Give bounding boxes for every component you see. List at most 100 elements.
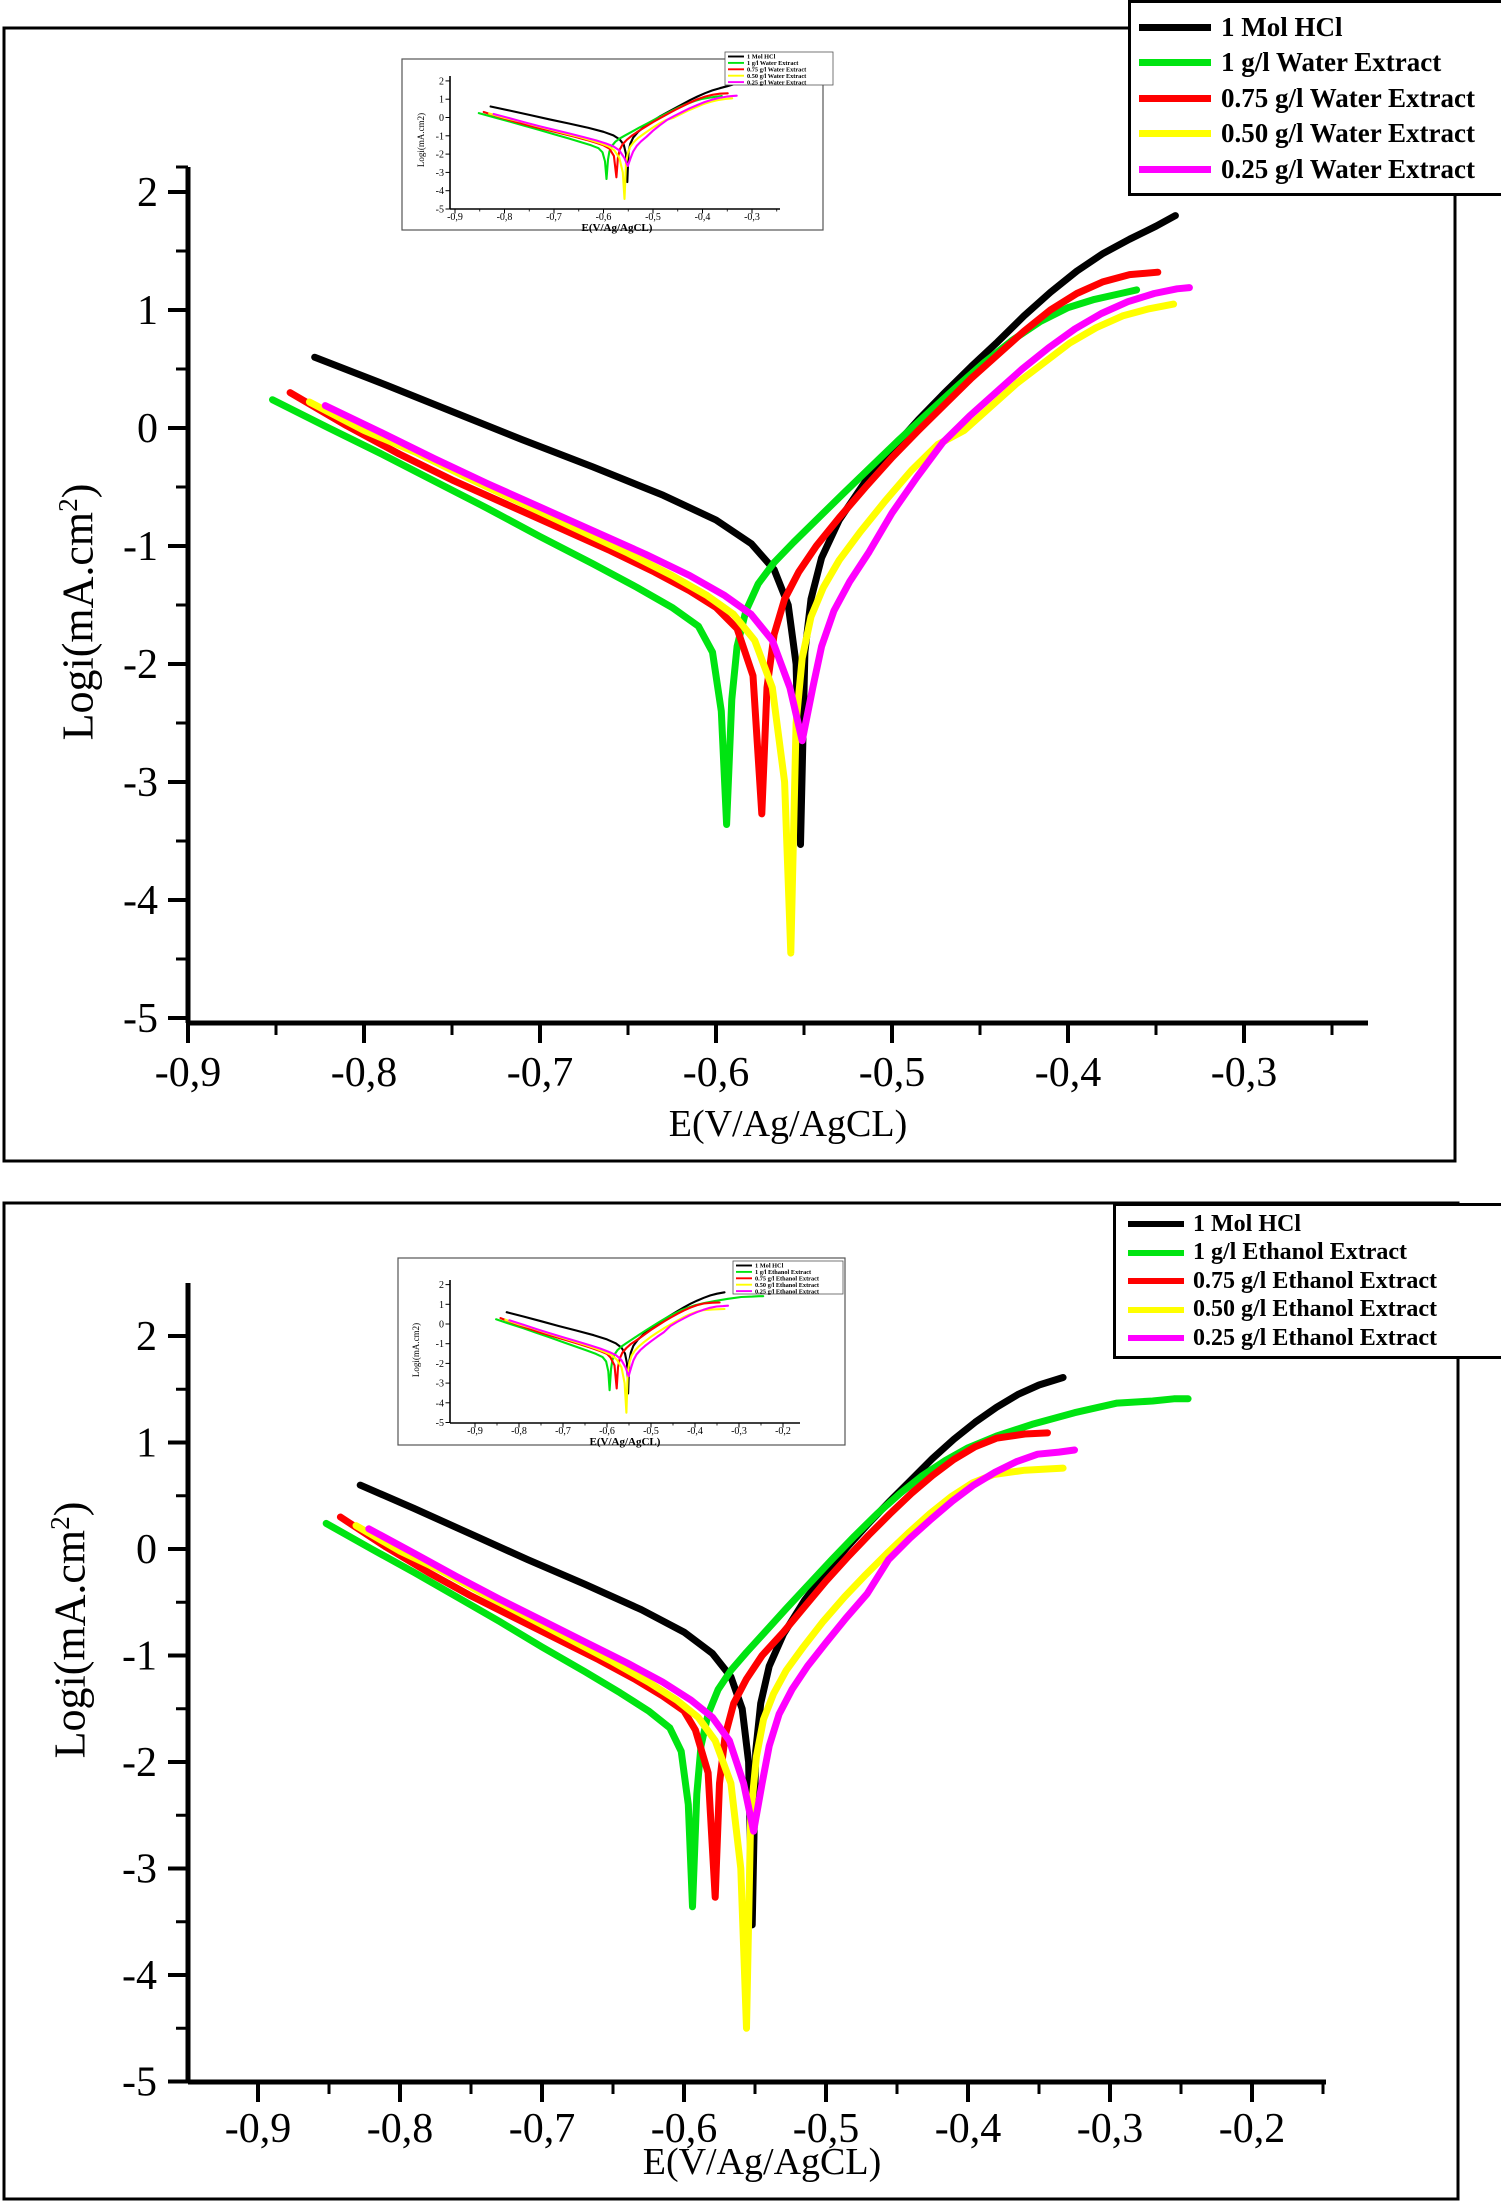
fig2-inset-x-axis-title: E(V/Ag/AgCL)	[590, 1436, 661, 1448]
fig1-inset-y-tick-label: -2	[436, 150, 444, 161]
fig2-inset-x-tick-label: -0,7	[555, 1426, 571, 1437]
fig2-inset-curve-1-mol-hcl	[505, 1291, 726, 1395]
fig1-inset-y-tick-label: -3	[436, 168, 444, 179]
fig1-inset-y-tick-label: -5	[436, 205, 444, 216]
fig1-x-tick-label: -0,5	[859, 1050, 926, 1096]
fig1-inset-x-tick-label: -0,3	[744, 212, 760, 223]
fig1-legend-swatch-075gl	[1139, 94, 1211, 102]
fig2-legend-item-1gl: 1 g/l Ethanol Extract	[1128, 1239, 1501, 1266]
fig2-legend-item-050gl: 0.50 g/l Ethanol Extract	[1128, 1296, 1501, 1323]
fig1-inset-x-tick-label: -0,5	[645, 212, 661, 223]
fig2-legend-label-050gl: 0.50 g/l Ethanol Extract	[1193, 1296, 1437, 1322]
fig2-inset-legend-label: 1 Mol HCl	[755, 1263, 784, 1270]
fig2-y-axis-title-base: Logi(mA.cm	[45, 1529, 95, 1759]
fig2-legend-swatch-1gl	[1128, 1249, 1184, 1256]
fig1-inset-legend-label: 0.25 g/l Water Extract	[747, 79, 807, 86]
fig2-inset-x-tick-label: -0,3	[731, 1426, 747, 1437]
fig1-legend-item-hcl: 1 Mol HCl	[1139, 12, 1501, 43]
fig1-y-tick-label: -5	[123, 996, 158, 1042]
fig1-legend-item-050gl: 0.50 g/l Water Extract	[1139, 118, 1501, 149]
fig1-inset-x-tick-label: -0,7	[546, 212, 562, 223]
fig1-curve-0-25-g-l-water-extract	[321, 284, 1193, 745]
fig2-legend-label-hcl: 1 Mol HCl	[1193, 1210, 1301, 1237]
fig1-inset-y-tick-label: 1	[439, 95, 444, 106]
fig1-border	[2, 26, 1457, 1163]
fig1-legend-label-hcl: 1 Mol HCl	[1221, 11, 1343, 42]
fig2-legend-swatch-050gl	[1128, 1306, 1184, 1313]
fig1-inset-curve-0-25-g-l-water-extract	[492, 94, 738, 168]
fig1-x-axis-title: E(V/Ag/AgCL)	[668, 1103, 908, 1145]
fig2-y-axis-title-sup: 2	[44, 1516, 75, 1530]
fig1-x-tick-label: -0,9	[155, 1050, 222, 1096]
fig2-inset-x-tick-label: -0,6	[599, 1426, 615, 1437]
fig1-y-axis-title-sup: 2	[52, 498, 83, 512]
fig2-inset: -0,9 -0,8 -0,7 -0,6 -0,5 -0,4 -0,3 -0,2 2 1 0 -1 -2 -…	[397, 1257, 846, 1448]
fig1-legend-label-1gl: 1 g/l Water Extract	[1221, 47, 1442, 77]
fig2-inset-x-tick-label: -0,5	[643, 1426, 659, 1437]
fig2-inset-y-tick-label: -3	[436, 1379, 444, 1390]
fig1-x-tick-label: -0,3	[1211, 1050, 1278, 1096]
fig2-x-tick-label: -0,2	[1219, 2106, 1286, 2152]
fig2-legend-item-075gl: 0.75 g/l Ethanol Extract	[1128, 1268, 1501, 1295]
fig2-x-tick-label: -0,6	[651, 2106, 718, 2152]
fig2-x-tick-label: -0,5	[793, 2106, 860, 2152]
fig2-inset-x-tick-label: -0,4	[687, 1426, 703, 1437]
fig1-legend: 1 Mol HCl 1 g/l Water Extract 0.75 g/l W…	[1128, 0, 1501, 196]
fig1-y-axis-title-close: )	[53, 483, 103, 499]
fig1-curve-1-mol-hcl	[311, 212, 1179, 848]
fig1-legend-swatch-050gl	[1139, 130, 1211, 137]
fig2-legend: 1 Mol HCl 1 g/l Ethanol Extract 0.75 g/l…	[1113, 1203, 1501, 1359]
fig1-inset-y-tick-label: 0	[439, 113, 444, 124]
fig1-x-tick-label: -0,7	[507, 1050, 574, 1096]
fig1-legend-swatch-hcl	[1139, 23, 1211, 31]
fig2-x-tick-label: -0,7	[509, 2106, 576, 2152]
fig2-y-tick-label: -2	[122, 1740, 157, 1786]
fig1-curve-0-75-g-l-water-extract	[286, 268, 1162, 818]
fig2-inset-legend-label: 0.75 g/l Ethanol Extract	[755, 1276, 820, 1283]
fig2-inset-x-tick-label: -0,9	[467, 1426, 483, 1437]
fig1-inset-x-tick-label: -0,9	[447, 212, 463, 223]
fig1-inset-y-axis-title: Logi(mA.cm2)	[416, 113, 426, 167]
fig2-inset-legend-label: 0.50 g/l Ethanol Extract	[755, 1282, 820, 1289]
fig1-inset-curve-0-75-g-l-water-extract	[482, 92, 729, 179]
fig2-inset-y-tick-label: -5	[436, 1418, 444, 1429]
fig1-inset-x-tick-label: -0,6	[596, 212, 612, 223]
fig2-curve-0-75-g-l-ethanol-extract	[336, 1429, 1051, 1901]
fig1-inset-legend-label: 1 g/l Water Extract	[747, 60, 799, 67]
fig2-inset-y-tick-label: -2	[436, 1359, 444, 1370]
fig1-x-tick-label: -0,4	[1035, 1050, 1102, 1096]
fig2-curve-0-50-g-l-ethanol-extract	[352, 1464, 1067, 2032]
fig2: -0,9 -0,8 -0,7 -0,6 -0,5 -0,4 -0,3 -0,2 2 1 0 -1 -2 -…	[2, 1201, 1460, 2201]
fig1-y-tick-label: -2	[123, 642, 158, 688]
fig2-x-tick-label: -0,8	[367, 2106, 434, 2152]
fig2-inset-curve-0-75-g-l-ethanol-extract	[499, 1301, 721, 1390]
fig2-x-tick-label: -0,9	[225, 2106, 292, 2152]
fig1-inset-y-tick-label: 2	[439, 76, 444, 87]
fig1-inset-legend-label: 0.75 g/l Water Extract	[747, 67, 807, 74]
fig1-curve-1-g-l-water-extract	[269, 286, 1141, 828]
fig2-y-tick-label: -5	[122, 2060, 157, 2106]
fig1-legend-label-025gl: 0.25 g/l Water Extract	[1221, 153, 1475, 184]
fig1-inset-curve-1-mol-hcl	[489, 83, 734, 184]
fig1-legend-label-050gl: 0.50 g/l Water Extract	[1221, 118, 1475, 148]
fig1-inset-x-tick-label: -0,8	[497, 212, 513, 223]
fig2-x-tick-label: -0,3	[1077, 2106, 1144, 2152]
fig2-legend-swatch-025gl	[1128, 1335, 1184, 1341]
fig1: -0,9 -0,8 -0,7 -0,6 -0,5 -0,4 -0,3 2 1 0 -1 -2 -3 -4 -…	[2, 26, 1457, 1163]
fig1-y-tick-label: -4	[123, 878, 158, 924]
fig1-y-tick-label: -3	[123, 760, 158, 806]
fig2-legend-item-025gl: 0.25 g/l Ethanol Extract	[1128, 1325, 1501, 1352]
fig1-inset-legend-label: 1 Mol HCl	[747, 54, 776, 61]
fig1-legend-swatch-1gl	[1139, 59, 1211, 66]
fig2-inset-legend-label: 0.25 g/l Ethanol Extract	[755, 1288, 820, 1295]
fig1-legend-swatch-025gl	[1139, 165, 1211, 173]
fig1-inset-y-tick-label: -4	[436, 186, 444, 197]
fig1-legend-item-025gl: 0.25 g/l Water Extract	[1139, 154, 1501, 185]
fig2-y-tick-label: -3	[122, 1847, 157, 1893]
fig2-inset-y-tick-label: -1	[436, 1339, 444, 1350]
fig2-inset-legend-label: 1 g/l Ethanol Extract	[755, 1269, 812, 1276]
fig1-y-axis-title-base: Logi(mA.cm	[53, 511, 103, 741]
fig2-y-tick-label: -4	[122, 1953, 157, 1999]
fig1-inset: -0,9 -0,8 -0,7 -0,6 -0,5 -0,4 -0,3 2 1 0 -1 -2 -3 -4 -…	[401, 51, 834, 234]
